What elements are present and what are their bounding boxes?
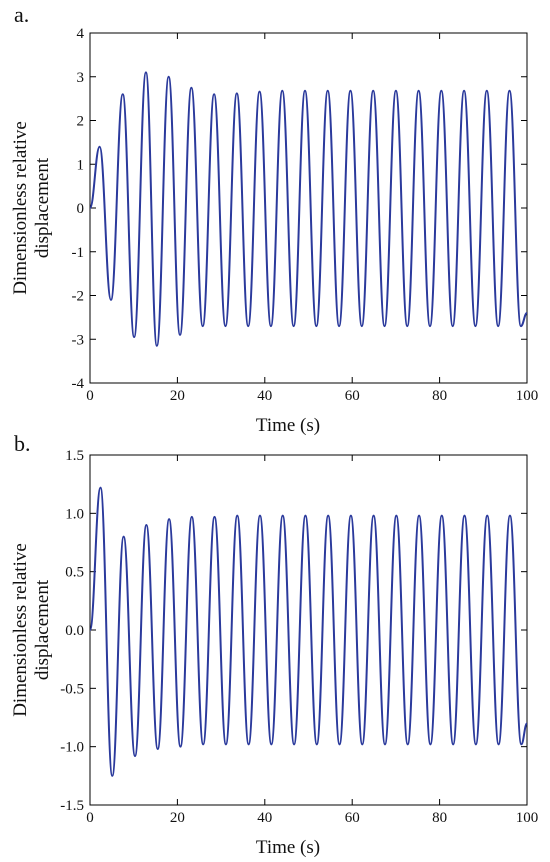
tick-labels-a: 0 20 40 60 80 100 -4 -3 -2 -1 0 1 2 3 4	[72, 26, 539, 404]
x-tick-label-a: 80	[432, 388, 447, 404]
tick-labels-b: 0 20 40 60 80 100 -1.5 -1.0 -0.5 0.0 0.5 1.0 1.5	[60, 448, 538, 826]
plot-frame-b	[89, 454, 528, 806]
x-tick-label-a: 100	[516, 388, 539, 404]
x-axis-label-b: Time (s)	[256, 837, 320, 858]
panel-label-b: b.	[14, 431, 31, 456]
x-tick-label-a: 40	[257, 388, 272, 404]
y-tick-label-a: -4	[72, 376, 85, 392]
x-tick-label-a: 60	[345, 388, 360, 404]
y-tick-label-b: 0.5	[65, 565, 84, 581]
x-tick-label-a: 20	[170, 388, 185, 404]
y-tick-label-b: -1.5	[60, 798, 84, 814]
y-axis-label-a-line1: Dimensionless relative	[10, 121, 31, 295]
y-axis-label-a-line2: displacement	[32, 157, 53, 258]
y-tick-label-a: 0	[77, 201, 85, 217]
y-tick-label-a: -2	[72, 289, 85, 305]
x-tick-label-b: 20	[170, 810, 185, 826]
x-tick-label-b: 60	[345, 810, 360, 826]
x-tick-label-b: 40	[257, 810, 272, 826]
y-tick-label-a: 2	[77, 114, 85, 130]
series-line-a	[89, 71, 528, 347]
chart-panel-a: a. 0 20 40 60 80 100 -4 -3 -2 -1 0 1 2 3 4 Time (s) Di…	[10, 2, 538, 436]
y-tick-label-a: 1	[77, 157, 85, 173]
x-tick-label-b: 80	[432, 810, 447, 826]
y-tick-label-b: 1.0	[65, 506, 84, 522]
x-tick-label-b: 100	[516, 810, 539, 826]
y-tick-label-b: -0.5	[60, 681, 84, 697]
chart-panel-b: b. 0 20 40 60 80 100-1.5-1.0-0.50.00.51.01.5 …	[10, 431, 538, 858]
panel-label-a: a.	[14, 2, 29, 27]
y-tick-label-a: -1	[72, 245, 85, 261]
y-tick-label-a: -3	[72, 332, 85, 348]
y-axis-label-b-line2: displacement	[32, 579, 53, 680]
x-tick-label-a: 0	[86, 388, 94, 404]
ticks-b	[89, 454, 528, 806]
series-line-b	[89, 486, 528, 777]
x-axis-label-a: Time (s)	[256, 415, 320, 436]
y-tick-label-b: 1.5	[65, 448, 84, 464]
y-tick-label-a: 4	[77, 26, 85, 42]
y-tick-label-a: 3	[77, 70, 85, 86]
ticks-a	[89, 32, 528, 384]
y-tick-label-b: 0.0	[65, 623, 84, 639]
y-tick-label-b: -1.0	[60, 740, 84, 756]
y-axis-label-b-line1: Dimensionless relative	[10, 543, 31, 717]
x-tick-label-b: 0	[86, 810, 94, 826]
